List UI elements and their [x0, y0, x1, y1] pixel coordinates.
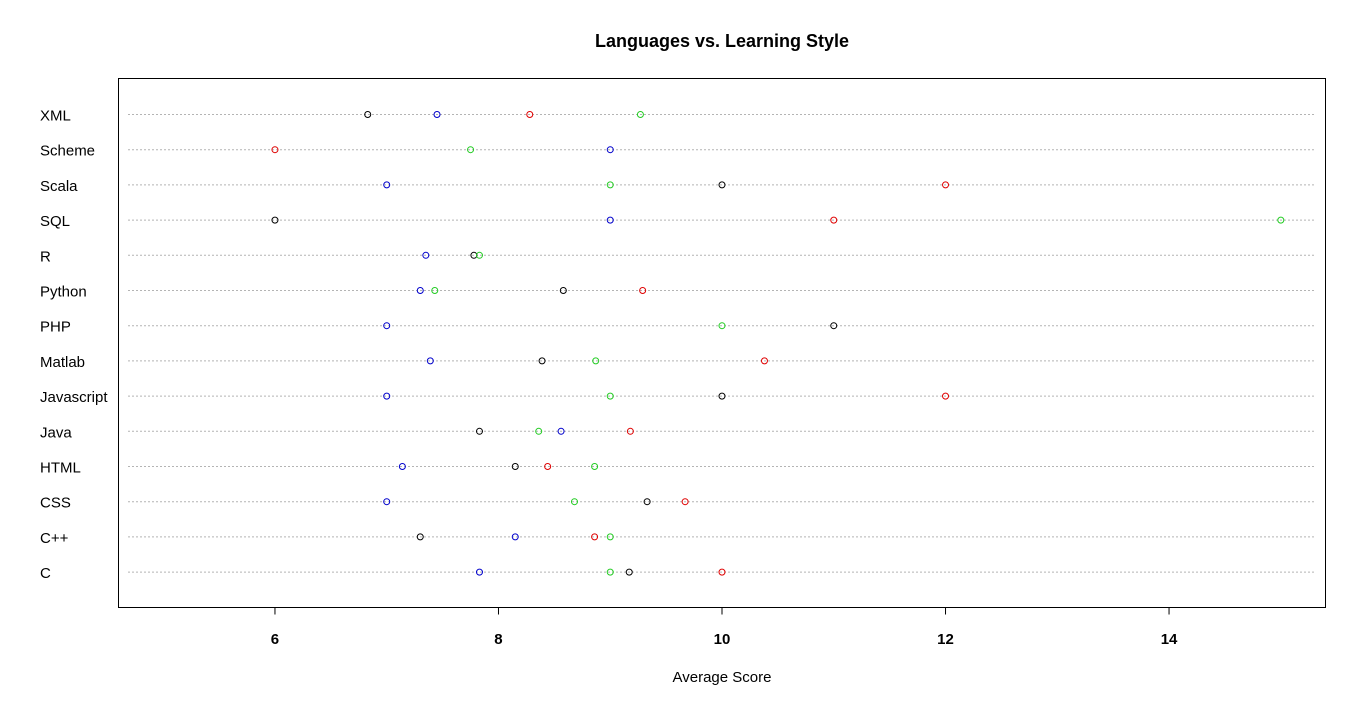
data-point	[433, 111, 441, 118]
category-label: C++	[40, 530, 69, 547]
category-label: R	[40, 248, 51, 265]
data-point	[591, 533, 599, 541]
data-point	[570, 498, 578, 506]
data-point	[383, 392, 391, 400]
data-point	[467, 146, 475, 154]
data-point	[398, 463, 406, 470]
data-point	[383, 322, 391, 330]
x-tick-label: 8	[494, 631, 502, 648]
data-point	[592, 357, 600, 365]
gridlines	[128, 114, 1316, 573]
data-point	[559, 287, 567, 294]
data-point	[416, 533, 424, 541]
x-axis: 6 8 10 12 14	[271, 607, 1178, 648]
category-label: Matlab	[40, 354, 85, 371]
data-point	[681, 498, 689, 506]
data-point	[606, 181, 614, 189]
category-labels: XML Scheme Scala SQL R Python PHP Matlab Javascr…	[40, 108, 108, 583]
data-point	[511, 463, 519, 470]
data-point	[718, 181, 726, 189]
data-point	[718, 392, 726, 400]
data-point	[383, 181, 391, 189]
category-label: Python	[40, 284, 87, 301]
data-point	[475, 568, 483, 576]
x-tick-label: 12	[937, 631, 954, 648]
category-label: Scheme	[40, 143, 95, 160]
data-point	[422, 251, 430, 259]
data-point	[718, 568, 726, 576]
data-point	[383, 498, 391, 506]
data-point	[606, 533, 614, 541]
data-point	[606, 568, 614, 576]
data-point	[626, 427, 634, 435]
data-point	[475, 251, 483, 259]
x-tick-label: 6	[271, 631, 279, 648]
data-point	[511, 533, 519, 541]
data-point	[942, 181, 950, 189]
data-point	[606, 146, 614, 154]
data-point	[639, 287, 647, 294]
data-point	[718, 322, 726, 330]
category-label: Javascript	[40, 389, 108, 406]
data-point	[591, 463, 599, 470]
data-point	[830, 322, 838, 330]
x-axis-label: Average Score	[673, 669, 772, 686]
data-point	[526, 111, 534, 118]
data-point	[1277, 216, 1285, 224]
x-tick-label: 10	[714, 631, 731, 648]
data-point	[364, 111, 372, 118]
data-point	[760, 357, 768, 365]
data-points	[271, 111, 1285, 576]
category-label: SQL	[40, 213, 70, 230]
category-label: Java	[40, 424, 72, 441]
data-point	[643, 498, 651, 506]
category-label: HTML	[40, 460, 81, 477]
data-point	[606, 216, 614, 224]
data-point	[942, 392, 950, 400]
data-point	[426, 357, 434, 365]
category-label: Scala	[40, 178, 78, 195]
data-point	[475, 427, 483, 435]
data-point	[625, 568, 633, 576]
data-point	[271, 146, 279, 154]
plot-frame	[118, 78, 1326, 608]
category-label: PHP	[40, 319, 71, 336]
data-point	[431, 287, 439, 294]
data-point	[271, 216, 279, 224]
data-point	[557, 427, 565, 435]
x-tick-label: 14	[1161, 631, 1178, 648]
category-label: C	[40, 565, 51, 582]
data-point	[830, 216, 838, 224]
data-point	[535, 427, 543, 435]
data-point	[416, 287, 424, 294]
category-label: XML	[40, 108, 71, 125]
data-point	[544, 463, 552, 470]
data-point	[538, 357, 546, 365]
data-point	[606, 392, 614, 400]
chart-title: Languages vs. Learning Style	[595, 31, 849, 51]
data-point	[636, 111, 644, 118]
category-label: CSS	[40, 495, 71, 512]
